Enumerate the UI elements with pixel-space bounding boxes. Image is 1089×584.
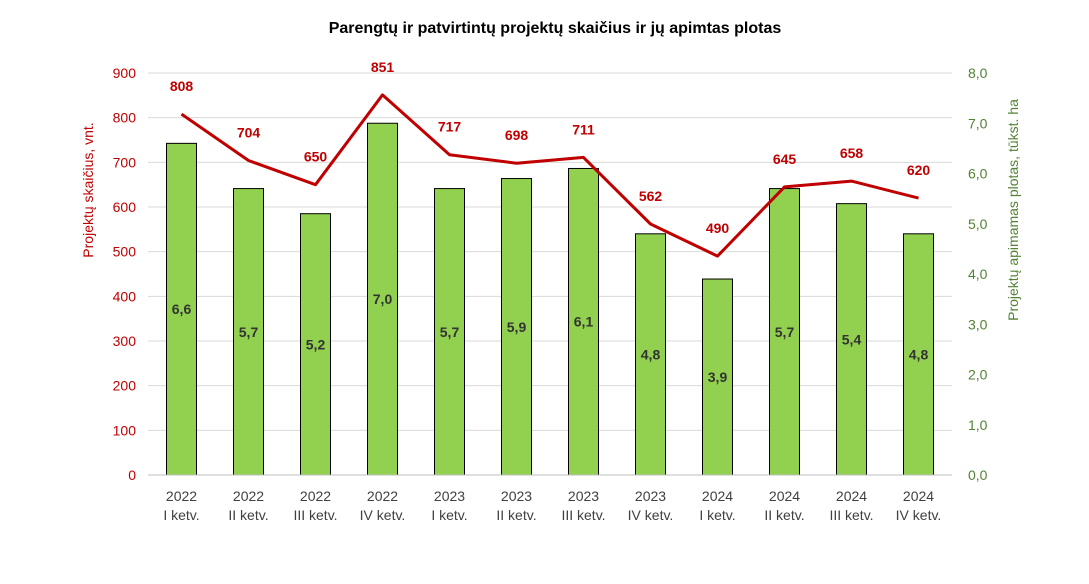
x-tick-year: 2022 <box>300 488 331 504</box>
left-tick-label: 500 <box>113 244 137 260</box>
bars <box>166 122 934 476</box>
left-tick-label: 300 <box>113 333 137 349</box>
bar <box>233 188 264 476</box>
left-tick-label: 100 <box>113 422 137 438</box>
right-tick-label: 6,0 <box>968 166 988 182</box>
x-tick-quarter: I ketv. <box>431 507 467 523</box>
x-tick-quarter: I ketv. <box>699 507 735 523</box>
right-tick-label: 0,0 <box>968 467 988 483</box>
line-value-label: 658 <box>840 145 864 161</box>
x-tick-year: 2022 <box>166 488 197 504</box>
x-tick-quarter: IV ketv. <box>628 507 674 523</box>
bar <box>836 203 867 476</box>
x-tick-year: 2023 <box>434 488 465 504</box>
x-tick-year: 2024 <box>836 488 867 504</box>
x-tick-year: 2024 <box>903 488 934 504</box>
left-tick-label: 800 <box>113 110 137 126</box>
bar-value-label: 5,4 <box>842 331 862 347</box>
x-tick-year: 2023 <box>568 488 599 504</box>
x-tick-quarter: II ketv. <box>228 507 268 523</box>
x-tick-quarter: III ketv. <box>561 507 605 523</box>
bar-value-label: 5,2 <box>306 336 326 352</box>
bar <box>166 142 197 476</box>
bar-value-label: 5,9 <box>507 319 527 335</box>
bar-value-label: 4,8 <box>641 346 661 362</box>
line-value-label: 562 <box>639 188 663 204</box>
x-tick-quarter: I ketv. <box>163 507 199 523</box>
x-tick-year: 2022 <box>367 488 398 504</box>
bar-value-label: 5,7 <box>440 324 460 340</box>
bar-value-label: 5,7 <box>775 324 795 340</box>
bar-value-label: 5,7 <box>239 324 259 340</box>
line-value-label: 645 <box>773 151 797 167</box>
bar-value-label: 7,0 <box>373 291 393 307</box>
x-tick-quarter: IV ketv. <box>360 507 406 523</box>
bar <box>367 122 398 476</box>
bar <box>434 188 465 476</box>
line-value-label: 717 <box>438 119 462 135</box>
bar <box>300 213 331 476</box>
left-tick-label: 600 <box>113 199 137 215</box>
data-labels: 6,6 5,7 5,2 7,0 5,7 5,9 6,1 4,8 3,9 5,7 5,4 4,8 808 7… <box>170 59 931 385</box>
x-tick-year: 2024 <box>702 488 733 504</box>
x-tick-quarter: IV ketv. <box>896 507 942 523</box>
bar-value-label: 3,9 <box>708 369 728 385</box>
bar <box>903 233 934 476</box>
x-tick-quarter: III ketv. <box>293 507 337 523</box>
line-value-label: 851 <box>371 59 395 75</box>
line-value-label: 490 <box>706 220 730 236</box>
x-tick-year: 2023 <box>501 488 532 504</box>
right-tick-label: 5,0 <box>968 216 988 232</box>
line-value-label: 704 <box>237 125 261 141</box>
left-axis-title: Projektų skaičius, vnt. <box>80 122 96 257</box>
line-value-label: 698 <box>505 127 529 143</box>
x-tick-quarter: III ketv. <box>829 507 873 523</box>
right-tick-label: 2,0 <box>968 367 988 383</box>
x-tick-year: 2024 <box>769 488 800 504</box>
line-value-label: 620 <box>907 162 931 178</box>
bar <box>769 188 800 476</box>
right-tick-label: 3,0 <box>968 316 988 332</box>
bar-value-label: 6,6 <box>172 301 192 317</box>
left-tick-label: 900 <box>113 65 137 81</box>
right-tick-label: 7,0 <box>968 115 988 131</box>
x-tick-quarter: II ketv. <box>764 507 804 523</box>
right-tick-label: 1,0 <box>968 417 988 433</box>
line-value-label: 650 <box>304 149 328 165</box>
x-tick-year: 2022 <box>233 488 264 504</box>
right-tick-label: 4,0 <box>968 266 988 282</box>
right-tick-label: 8,0 <box>968 65 988 81</box>
bar <box>702 278 733 476</box>
left-tick-label: 200 <box>113 378 137 394</box>
left-tick-label: 400 <box>113 288 137 304</box>
axes: 0 100 200 300 400 500 600 700 800 900 0,0 1,0 2,0 3,0… <box>80 65 1021 523</box>
line-series <box>180 93 919 258</box>
line-series-path <box>180 93 919 258</box>
line-value-label: 808 <box>170 78 194 94</box>
left-tick-label: 0 <box>128 467 136 483</box>
bar-value-label: 4,8 <box>909 346 929 362</box>
gridlines <box>148 72 952 431</box>
chart-title: Parengtų ir patvirtintų projektų skaičiu… <box>328 20 782 37</box>
bar-value-label: 6,1 <box>574 314 594 330</box>
left-tick-label: 700 <box>113 154 137 170</box>
x-tick-quarter: II ketv. <box>496 507 536 523</box>
line-value-label: 711 <box>572 121 595 137</box>
x-tick-year: 2023 <box>635 488 666 504</box>
right-axis-title: Projektų apimamas plotas, tūkst. ha <box>1005 99 1021 321</box>
